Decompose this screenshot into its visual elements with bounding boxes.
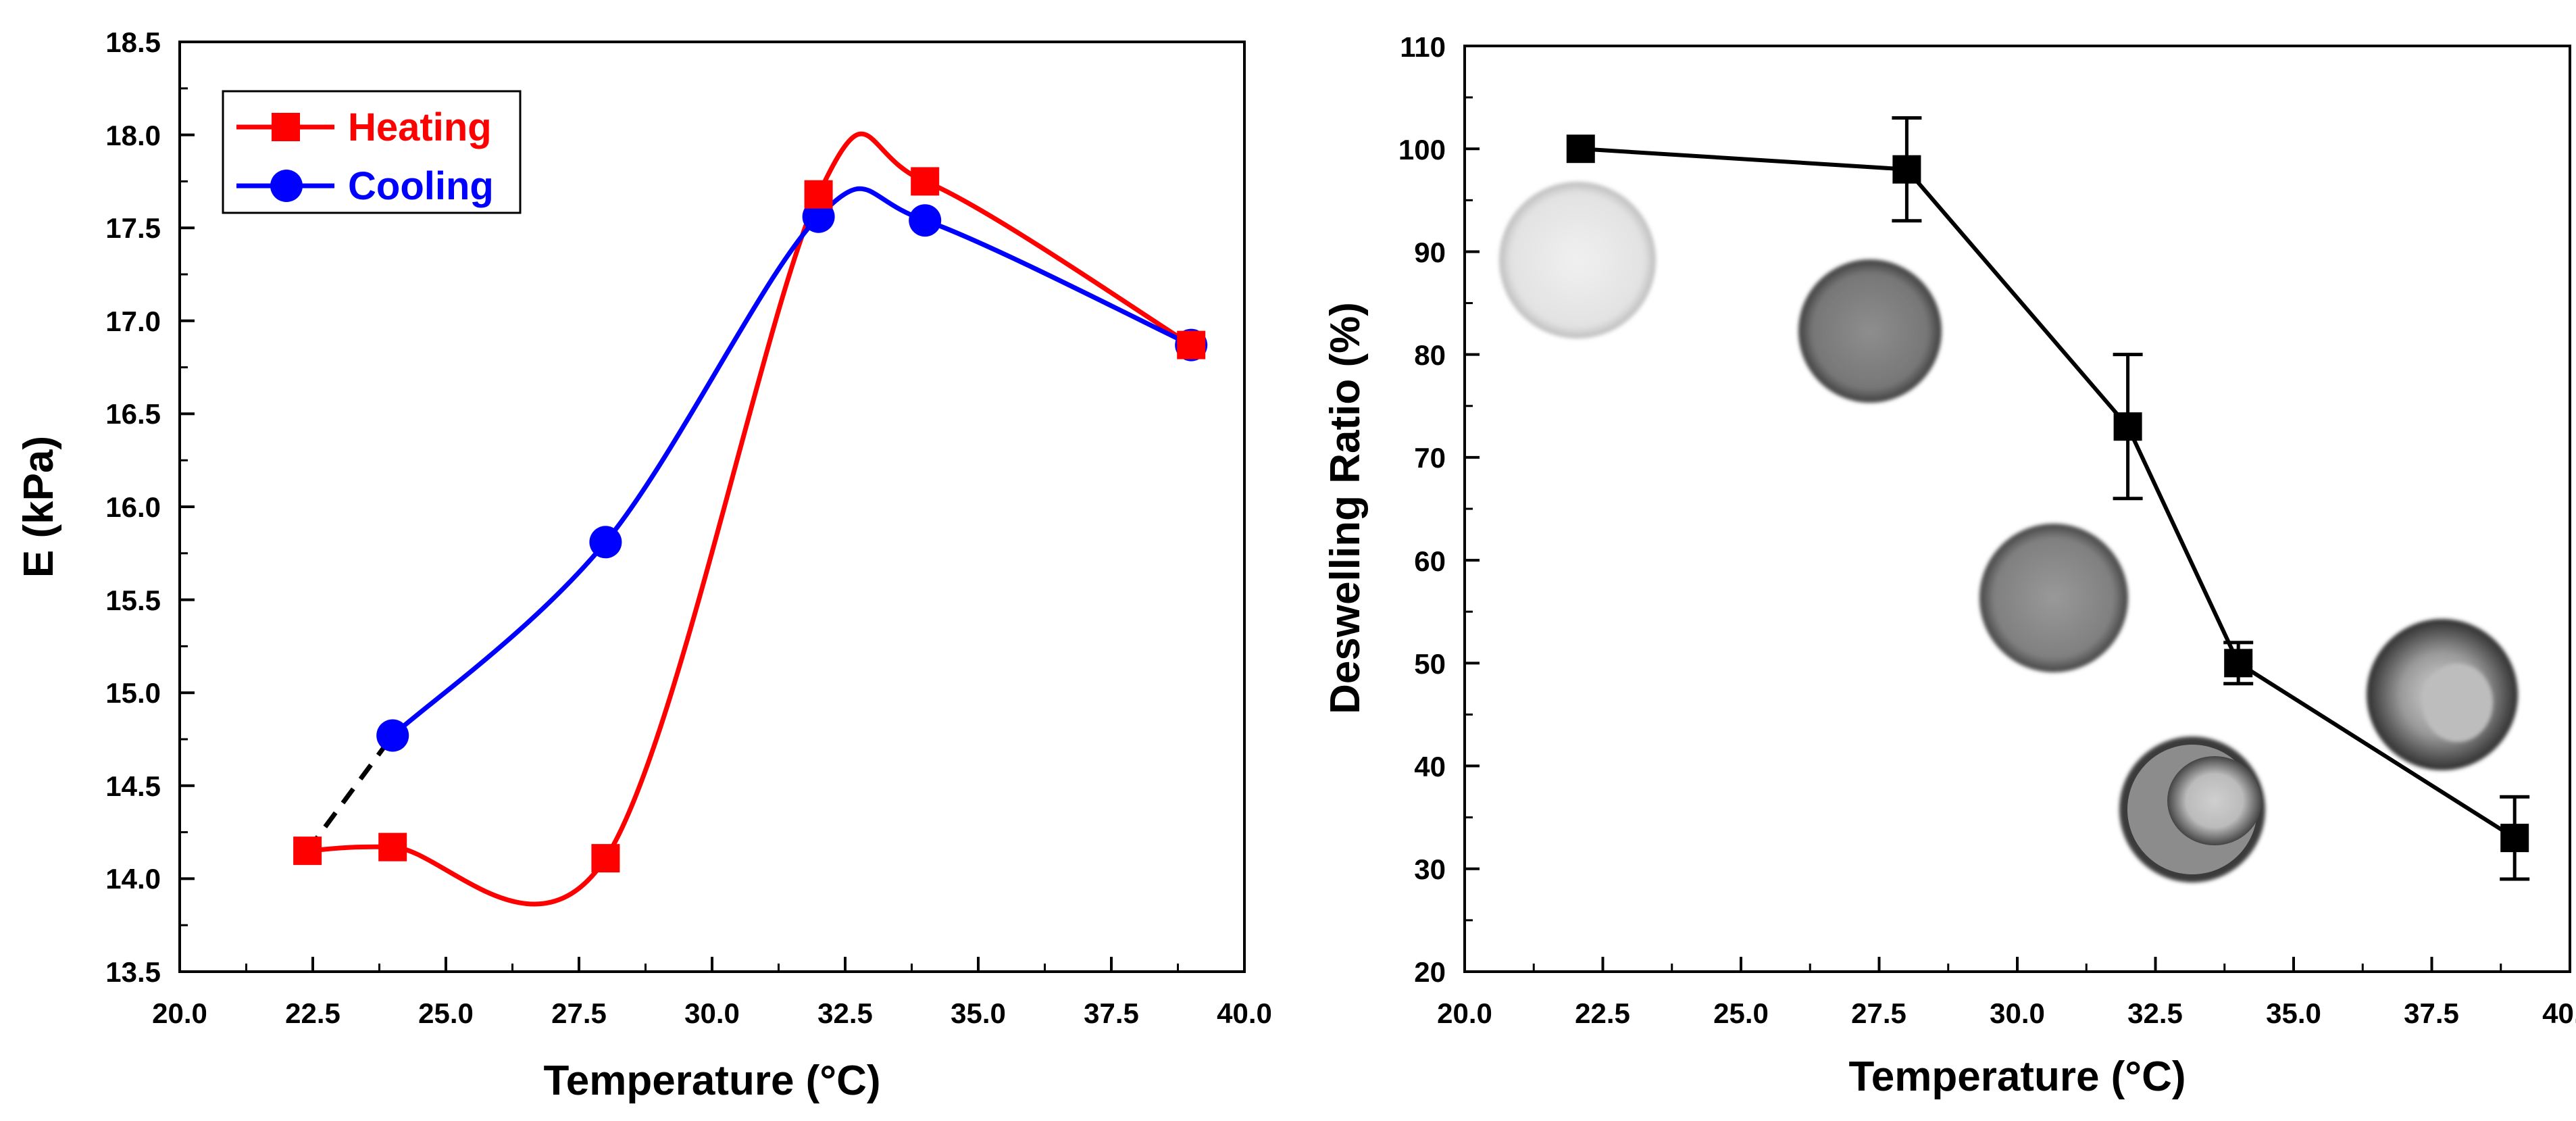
cooling-data-point <box>589 526 622 559</box>
cooling-data-point <box>909 204 942 237</box>
right-plot-frame <box>1463 45 2571 973</box>
left-y-tick-label: 13.5 <box>105 956 161 988</box>
hydrogel-disk-image <box>1499 182 1656 339</box>
deswelling-data-point <box>2224 649 2253 678</box>
left-y-axis-title: E (kPa) <box>16 436 62 578</box>
legend-heating-marker <box>272 113 300 141</box>
right-y-tick-label: 50 <box>1414 648 1446 680</box>
cooling-data-point <box>802 200 835 233</box>
left-data-markers <box>293 167 1208 873</box>
left-y-tick-label: 14.0 <box>105 863 161 895</box>
legend-item-cooling: Cooling <box>236 164 494 208</box>
legend-heating-label: Heating <box>348 105 492 149</box>
dashed-connector-line <box>305 734 395 853</box>
left-y-tick-label: 15.0 <box>105 677 161 709</box>
left-y-tick-label: 18.0 <box>105 120 161 151</box>
left-x-tick-label: 37.5 <box>1084 997 1139 1029</box>
right-x-tick-label: 20.0 <box>1437 997 1492 1029</box>
left-y-tick-labels: 13.5 14.0 14.5 15.0 15.5 16.0 16.5 17.0 … <box>105 26 161 988</box>
heating-data-point <box>804 180 833 209</box>
cooling-data-point <box>376 719 409 752</box>
left-x-tick-label: 22.5 <box>285 997 340 1029</box>
heating-data-point <box>293 837 322 866</box>
right-x-tick-labels: 20.0 22.5 25.0 27.5 30.0 32.5 35.0 37.5 … <box>1437 997 2576 1029</box>
heating-curve <box>307 131 1193 907</box>
left-x-tick-label: 30.0 <box>684 997 740 1029</box>
legend-cooling-marker <box>270 170 303 202</box>
deswelling-data-point <box>2500 824 2529 853</box>
right-x-tick-label: 40.0 <box>2542 997 2576 1029</box>
heating-data-point <box>911 167 940 196</box>
right-x-tick-label: 32.5 <box>2127 997 2183 1029</box>
left-x-axis-title: Temperature (°C) <box>543 1057 880 1104</box>
right-y-tick-labels: 20 30 40 50 60 70 80 90 100 110 <box>1398 31 1446 988</box>
right-x-axis-title: Temperature (°C) <box>1848 1053 2186 1100</box>
right-y-tick-label: 70 <box>1414 442 1446 474</box>
left-y-tick-label: 14.5 <box>105 770 161 802</box>
deswelling-data-point <box>1566 134 1595 164</box>
hydrogel-disk-image <box>1798 259 1942 403</box>
right-data-markers <box>1566 134 2529 853</box>
right-axis-ticks <box>1463 45 2571 973</box>
right-x-tick-label: 27.5 <box>1851 997 1906 1029</box>
left-x-tick-labels: 20.0 22.5 25.0 27.5 30.0 32.5 35.0 37.5 … <box>152 997 1272 1029</box>
left-y-tick-label: 18.5 <box>105 26 161 58</box>
right-x-tick-label: 25.0 <box>1713 997 1769 1029</box>
left-x-tick-label: 25.0 <box>418 997 474 1029</box>
legend: Heating Cooling <box>222 90 522 214</box>
left-x-tick-label: 20.0 <box>152 997 207 1029</box>
right-y-tick-label: 90 <box>1414 236 1446 268</box>
right-x-tick-label: 35.0 <box>2266 997 2321 1029</box>
legend-item-heating: Heating <box>236 105 492 149</box>
deswelling-data-point <box>2113 412 2142 441</box>
left-y-tick-label: 17.5 <box>105 212 161 244</box>
legend-cooling-label: Cooling <box>348 164 494 208</box>
hydrogel-disk-image <box>2119 737 2265 882</box>
left-x-tick-label: 27.5 <box>551 997 607 1029</box>
right-x-tick-label: 37.5 <box>2404 997 2459 1029</box>
right-y-tick-label: 100 <box>1398 134 1446 166</box>
right-y-axis-title: Deswelling Ratio (%) <box>1322 302 1369 714</box>
chart-left: 20.0 22.5 25.0 27.5 30.0 32.5 35.0 37.5 … <box>16 26 1272 1104</box>
right-x-tick-label: 30.0 <box>1990 997 2045 1029</box>
right-y-tick-label: 40 <box>1414 751 1446 782</box>
heating-data-point <box>1177 330 1206 359</box>
left-x-tick-label: 32.5 <box>817 997 873 1029</box>
deswelling-line <box>1580 147 2516 840</box>
right-y-tick-label: 20 <box>1414 956 1446 988</box>
right-y-tick-label: 80 <box>1414 339 1446 371</box>
left-x-tick-label: 40.0 <box>1217 997 1272 1029</box>
left-y-tick-label: 17.0 <box>105 305 161 337</box>
right-y-tick-label: 30 <box>1414 853 1446 885</box>
hydrogel-disk-image <box>2367 619 2518 770</box>
heating-data-point <box>591 844 620 873</box>
right-y-tick-label: 110 <box>1400 31 1446 63</box>
cooling-curve <box>390 186 1192 738</box>
right-y-tick-label: 60 <box>1414 545 1446 577</box>
inset-images <box>1499 182 2518 882</box>
left-y-tick-label: 16.0 <box>105 491 161 523</box>
left-y-tick-label: 16.5 <box>105 398 161 430</box>
heating-data-point <box>378 832 407 862</box>
chart-right: 20.0 22.5 25.0 27.5 30.0 32.5 35.0 37.5 … <box>1322 31 2576 1100</box>
right-x-tick-label: 22.5 <box>1575 997 1630 1029</box>
hydrogel-disk-image <box>1979 524 2128 672</box>
left-x-tick-label: 35.0 <box>951 997 1006 1029</box>
left-y-tick-label: 15.5 <box>105 584 161 616</box>
deswelling-data-point <box>1892 155 1921 184</box>
left-axis-ticks <box>178 41 1246 973</box>
